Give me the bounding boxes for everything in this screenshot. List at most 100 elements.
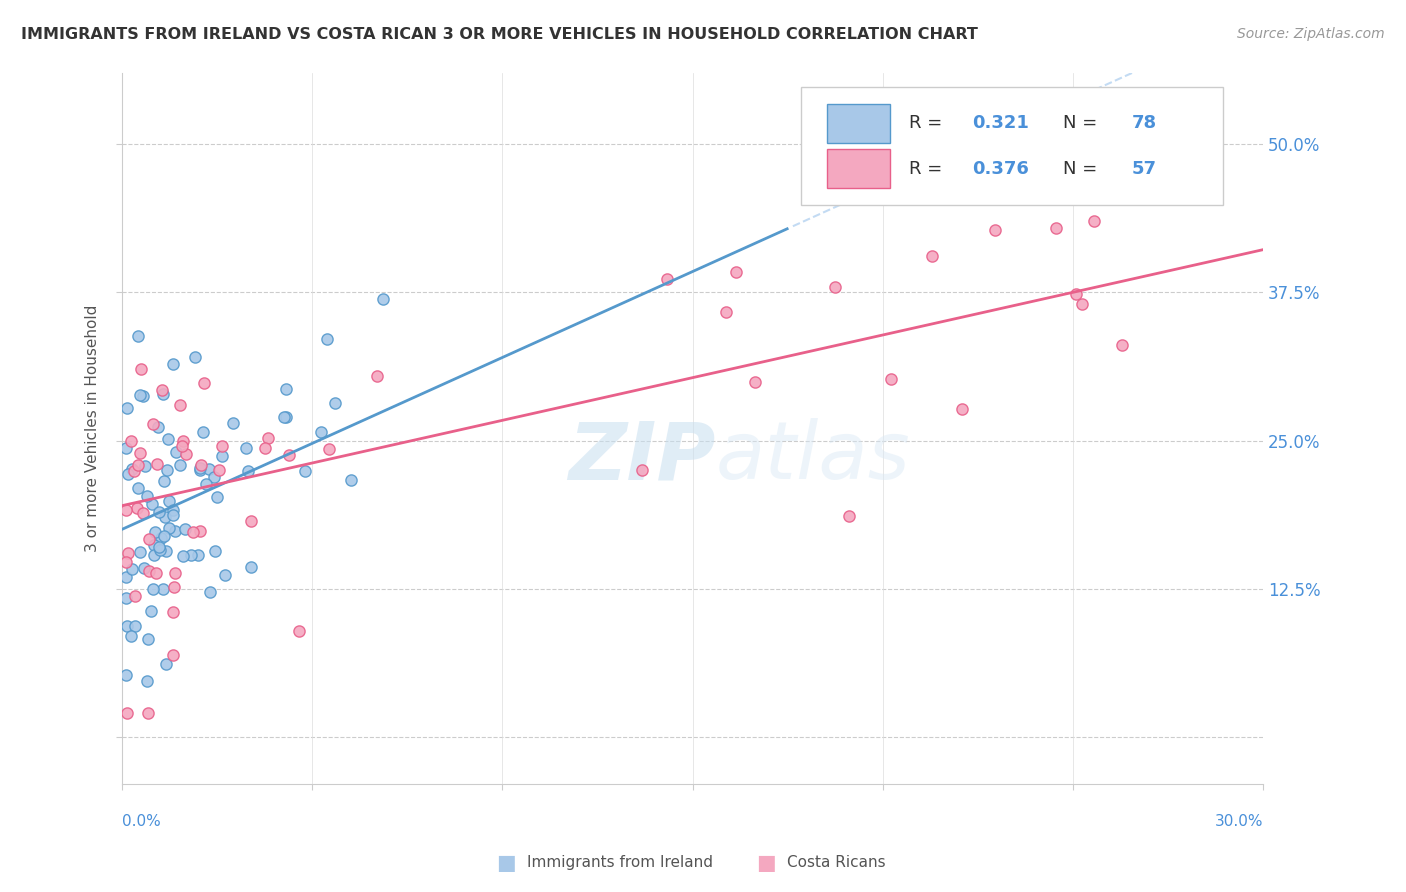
Point xyxy=(190,458,212,473)
Point xyxy=(128,388,150,402)
Point xyxy=(318,442,340,456)
Point xyxy=(157,521,180,535)
Text: ■: ■ xyxy=(756,853,776,872)
Point xyxy=(838,509,860,524)
Point xyxy=(1083,214,1105,228)
Text: N =: N = xyxy=(1063,114,1104,133)
Point xyxy=(1045,220,1067,235)
Point xyxy=(114,503,136,517)
Point xyxy=(153,474,176,488)
Point xyxy=(120,434,142,448)
Point xyxy=(162,648,184,662)
Point xyxy=(208,463,231,477)
Point xyxy=(114,591,136,605)
Point xyxy=(115,401,138,415)
Point xyxy=(172,549,194,563)
Point xyxy=(163,566,186,580)
FancyBboxPatch shape xyxy=(827,103,890,143)
Point xyxy=(162,605,184,619)
Point xyxy=(257,431,280,445)
Point xyxy=(373,292,395,306)
Point xyxy=(211,450,233,464)
Text: IMMIGRANTS FROM IRELAND VS COSTA RICAN 3 OR MORE VEHICLES IN HOUSEHOLD CORRELATI: IMMIGRANTS FROM IRELAND VS COSTA RICAN 3… xyxy=(21,27,979,42)
Point xyxy=(150,383,173,397)
Point xyxy=(121,462,143,476)
Point xyxy=(142,548,165,562)
Point xyxy=(136,632,159,646)
Point xyxy=(188,524,211,538)
Point xyxy=(180,549,202,563)
Text: 0.376: 0.376 xyxy=(972,160,1029,178)
Point xyxy=(139,604,162,618)
Point xyxy=(880,372,903,386)
Point xyxy=(744,376,766,390)
Point xyxy=(323,395,346,409)
Text: ■: ■ xyxy=(496,853,516,872)
Point xyxy=(235,441,257,455)
Point xyxy=(156,463,179,477)
Point xyxy=(198,462,221,476)
Point xyxy=(170,439,193,453)
Point xyxy=(921,249,943,263)
FancyBboxPatch shape xyxy=(801,87,1223,204)
Point xyxy=(193,425,215,439)
Point xyxy=(195,477,218,491)
Point xyxy=(136,706,159,721)
Point xyxy=(188,463,211,477)
Point xyxy=(149,542,172,557)
Point xyxy=(631,462,654,476)
Point xyxy=(1064,287,1087,301)
Point xyxy=(142,582,165,596)
Point xyxy=(138,533,160,547)
Point xyxy=(169,458,191,473)
Point xyxy=(127,481,149,495)
Point xyxy=(174,447,197,461)
Point xyxy=(277,448,299,462)
Point xyxy=(984,223,1007,237)
Text: atlas: atlas xyxy=(716,418,910,496)
Point xyxy=(162,503,184,517)
Point xyxy=(145,566,167,580)
Y-axis label: 3 or more Vehicles in Household: 3 or more Vehicles in Household xyxy=(86,305,100,552)
Text: N =: N = xyxy=(1063,160,1104,178)
Text: 78: 78 xyxy=(1132,114,1157,133)
Point xyxy=(198,584,221,599)
Point xyxy=(1071,297,1094,311)
Point xyxy=(273,409,295,424)
Point xyxy=(214,567,236,582)
Point xyxy=(236,464,259,478)
Point xyxy=(127,328,149,343)
Point xyxy=(193,376,215,390)
Point xyxy=(724,265,747,279)
Point xyxy=(366,368,388,383)
Point xyxy=(950,150,973,164)
Text: R =: R = xyxy=(910,160,949,178)
Point xyxy=(190,460,212,475)
Point xyxy=(294,465,316,479)
Point xyxy=(129,362,152,376)
Point xyxy=(1111,338,1133,352)
Point xyxy=(172,434,194,449)
Point xyxy=(181,524,204,539)
Point xyxy=(148,420,170,434)
Point xyxy=(204,544,226,558)
Point xyxy=(240,559,263,574)
Point xyxy=(276,382,298,396)
Point xyxy=(138,565,160,579)
Point xyxy=(129,446,152,460)
Point xyxy=(143,525,166,540)
Text: 0.0%: 0.0% xyxy=(122,814,160,829)
Point xyxy=(121,562,143,576)
Point xyxy=(124,619,146,633)
Point xyxy=(655,272,678,286)
Point xyxy=(117,706,139,721)
Text: Costa Ricans: Costa Ricans xyxy=(787,855,886,870)
Point xyxy=(142,417,165,431)
Text: Source: ZipAtlas.com: Source: ZipAtlas.com xyxy=(1237,27,1385,41)
Point xyxy=(184,350,207,364)
Point xyxy=(254,441,277,455)
Point xyxy=(187,548,209,562)
Point xyxy=(125,500,148,515)
Text: 57: 57 xyxy=(1132,160,1157,178)
Text: 0.321: 0.321 xyxy=(972,114,1029,133)
